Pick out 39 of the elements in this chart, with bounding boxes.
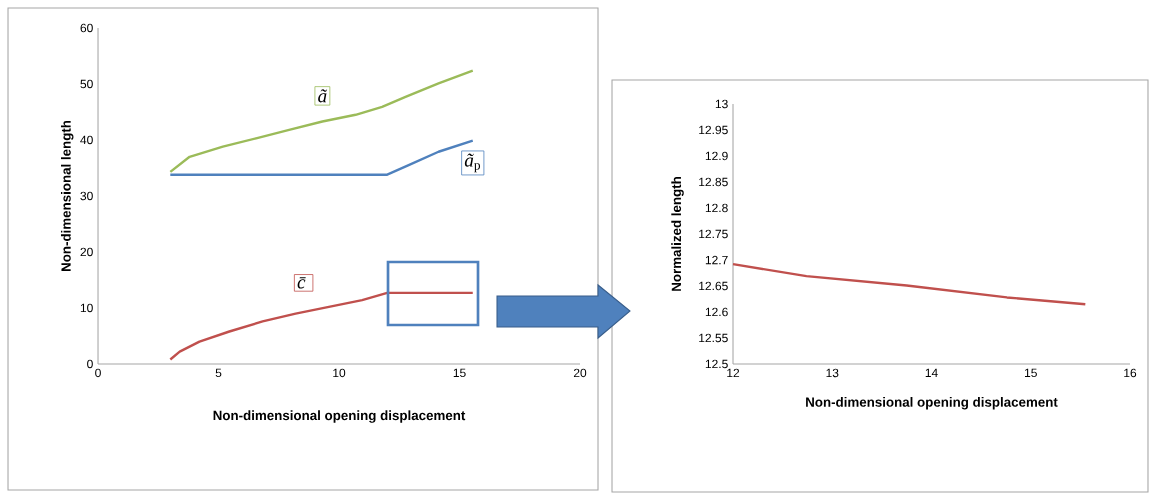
x-tick-label: 12 [727,368,740,378]
line-series [169,291,474,361]
y-axis-title: Normalized length [671,177,684,291]
line-series [731,262,1087,306]
y-tick-label: 20 [80,247,93,257]
y-tick-label: 60 [80,23,93,33]
x-tick-label: 13 [826,368,839,378]
x-tick-label: 15 [453,368,466,378]
y-tick-label: 40 [80,135,93,145]
x-tick-label: 16 [1124,368,1137,378]
line-series [169,69,474,174]
y-tick-label: 30 [80,191,93,201]
y-tick-label: 13 [715,99,728,109]
x-tick-label: 14 [925,368,938,377]
x-tick-label: 5 [215,368,222,378]
x-tick-label: 15 [1024,368,1037,378]
y-axis-title: Non-dimensional length [60,120,74,272]
y-tick-label: 12.7 [705,255,728,265]
y-tick-label: 12.75 [699,229,728,239]
y-tick-label: 12.8 [705,203,728,213]
series-label: ã [318,89,328,103]
y-tick-label: 10 [80,303,93,313]
y-tick-label: 12.55 [699,333,728,343]
line-series [169,139,474,176]
x-axis-title: Non-dimensional opening displacement [213,410,466,423]
x-tick-label: 10 [333,368,346,378]
y-tick-label: 12.85 [699,177,728,187]
x-tick-label: 20 [573,368,587,378]
y-tick-label: 12.95 [699,125,728,135]
y-tick-label: 50 [80,79,93,89]
y-tick-label: 0 [87,359,93,369]
x-tick-label: 0 [95,368,101,378]
y-tick-label: 12.9 [705,151,728,161]
y-tick-label: 12.65 [699,281,728,291]
series-label: ã$_{p}$ [464,153,481,173]
series-label: c̄ [297,277,306,289]
y-tick-label: 12.5 [705,359,728,369]
x-axis-title: Non-dimensional opening displacement [806,397,1058,410]
y-tick-label: 12.6 [705,307,728,317]
